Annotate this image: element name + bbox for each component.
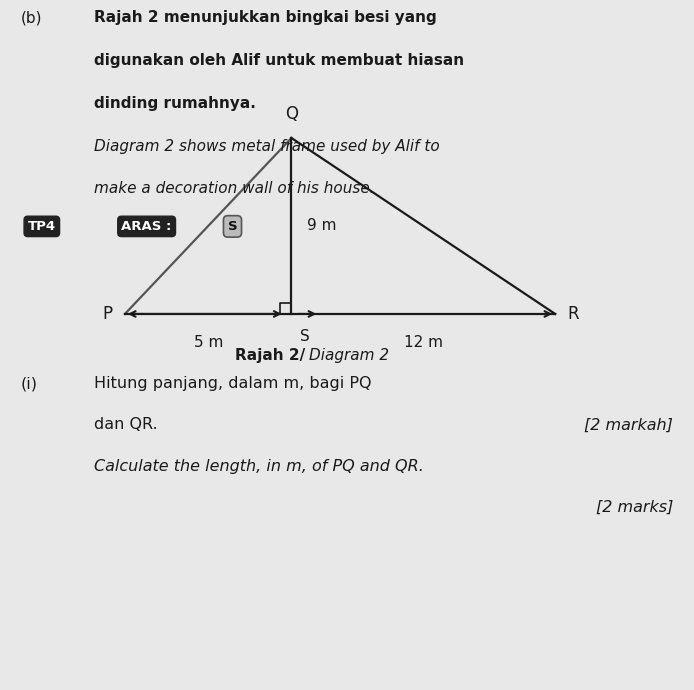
Text: (b): (b)	[21, 10, 42, 26]
Text: [2 marks]: [2 marks]	[596, 500, 673, 515]
Text: [2 markah]: [2 markah]	[584, 417, 673, 433]
Text: digunakan oleh Alif untuk membuat hiasan: digunakan oleh Alif untuk membuat hiasan	[94, 53, 464, 68]
Text: R: R	[568, 305, 579, 323]
Text: TP4: TP4	[28, 220, 56, 233]
Text: (i): (i)	[21, 376, 37, 391]
Text: ARAS :: ARAS :	[121, 220, 172, 233]
Text: dinding rumahnya.: dinding rumahnya.	[94, 96, 255, 111]
Text: make a decoration wall of his house.: make a decoration wall of his house.	[94, 181, 374, 197]
Text: P: P	[102, 305, 112, 323]
Text: Calculate the length, in m, of PQ and QR.: Calculate the length, in m, of PQ and QR…	[94, 459, 423, 474]
Text: S: S	[300, 329, 310, 344]
Text: Diagram 2: Diagram 2	[309, 348, 389, 364]
Text: Rajah 2 menunjukkan bingkai besi yang: Rajah 2 menunjukkan bingkai besi yang	[94, 10, 437, 26]
Text: 5 m: 5 m	[194, 335, 223, 350]
Text: Q: Q	[285, 105, 298, 123]
Text: Rajah 2/: Rajah 2/	[235, 348, 305, 364]
Text: dan QR.: dan QR.	[94, 417, 158, 433]
Text: S: S	[228, 220, 237, 233]
Text: Hitung panjang, dalam m, bagi PQ: Hitung panjang, dalam m, bagi PQ	[94, 376, 371, 391]
Text: 9 m: 9 m	[307, 219, 337, 233]
Text: 12 m: 12 m	[404, 335, 443, 350]
Text: Diagram 2 shows metal frame used by Alif to: Diagram 2 shows metal frame used by Alif…	[94, 139, 439, 154]
